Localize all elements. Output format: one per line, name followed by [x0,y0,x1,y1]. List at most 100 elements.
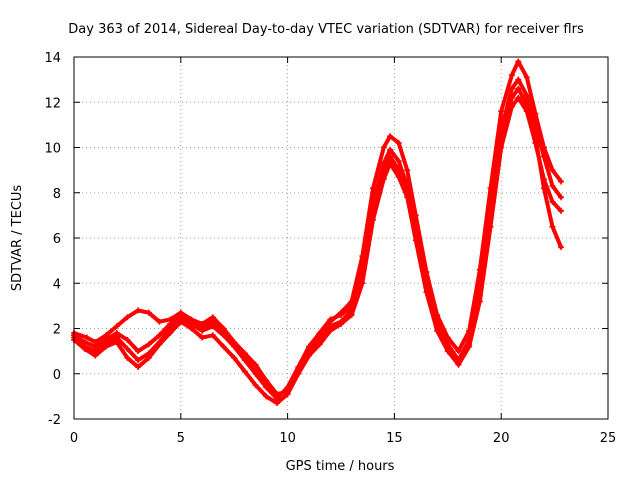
data-point [395,167,402,174]
y-tick-label: 8 [53,187,61,202]
x-tick-label: 10 [279,431,296,446]
data-point [156,332,163,339]
data-point [498,108,505,115]
x-tick-label: 15 [386,431,403,446]
data-point [135,348,142,355]
data-point [549,223,556,230]
data-point [532,133,539,140]
x-tick-label: 0 [70,431,78,446]
data-point [498,135,505,142]
data-point [466,341,473,348]
x-tick-label: 25 [600,431,617,446]
data-point [156,318,163,325]
data-point [188,325,195,332]
data-point [145,341,152,348]
data-point [508,94,515,101]
y-tick-label: 14 [44,51,61,66]
data-point [241,368,248,375]
data-point [558,244,565,251]
data-point [558,207,565,214]
y-tick-label: 4 [53,277,61,292]
data-point [103,343,110,350]
data-point [252,361,259,368]
data-point [558,178,565,185]
data-point [423,284,430,291]
data-point [220,327,227,334]
data-point [487,216,494,223]
data-point [395,139,402,146]
data-point [284,386,291,393]
x-axis-label: GPS time / hours [286,459,395,474]
data-point [316,336,323,343]
data-point [515,85,522,92]
data-point [220,343,227,350]
data-point [515,58,522,65]
data-point [515,94,522,101]
data-point [263,393,270,400]
data-point [273,393,280,400]
data-point [231,354,238,361]
data-point [295,366,302,373]
data-point [476,291,483,298]
y-tick-label: 2 [53,323,61,338]
y-tick-label: -2 [48,413,61,428]
data-point [412,232,419,239]
data-point [327,323,334,330]
data-marks [71,58,565,407]
data-point [231,341,238,348]
data-point [113,330,120,337]
data-point [523,101,530,108]
data-point [380,167,387,174]
data-point [549,198,556,205]
data-point [199,334,206,341]
data-point [387,133,394,140]
data-point [370,185,377,192]
data-point [338,311,344,318]
x-tick-label: 20 [493,431,510,446]
data-point [83,334,90,341]
data-point [387,146,394,153]
data-point [558,194,565,201]
data-point [135,307,142,314]
y-tick-label: 10 [44,142,61,157]
data-point [177,318,184,325]
data-point [455,348,462,355]
data-point [252,382,259,389]
data-point [359,273,366,280]
data-point [338,318,344,325]
data-point [327,316,334,323]
data-point [81,339,88,346]
data-point [523,74,530,81]
y-tick-label: 12 [44,96,61,111]
data-point [273,400,280,407]
data-point [92,352,99,359]
data-point [188,318,195,325]
data-point [444,343,451,350]
data-point [124,354,131,361]
data-point [241,354,248,361]
data-point [209,332,216,339]
data-point [316,330,323,337]
y-tick-label: 6 [53,232,61,247]
data-point [523,92,530,99]
data-point [81,345,88,352]
data-point [167,320,174,327]
data-point [434,323,441,330]
data-point [124,336,131,343]
data-point [113,339,120,346]
data-point [540,153,547,160]
data-point [135,357,142,364]
data-point [156,341,163,348]
data-point [395,158,402,165]
data-point [167,330,174,337]
data-point [540,185,547,192]
data-point [263,382,270,389]
data-point [515,76,522,83]
data-point [177,311,184,318]
data-point [209,318,216,325]
data-point [508,72,515,79]
data-point [92,343,99,350]
data-point [145,309,152,316]
